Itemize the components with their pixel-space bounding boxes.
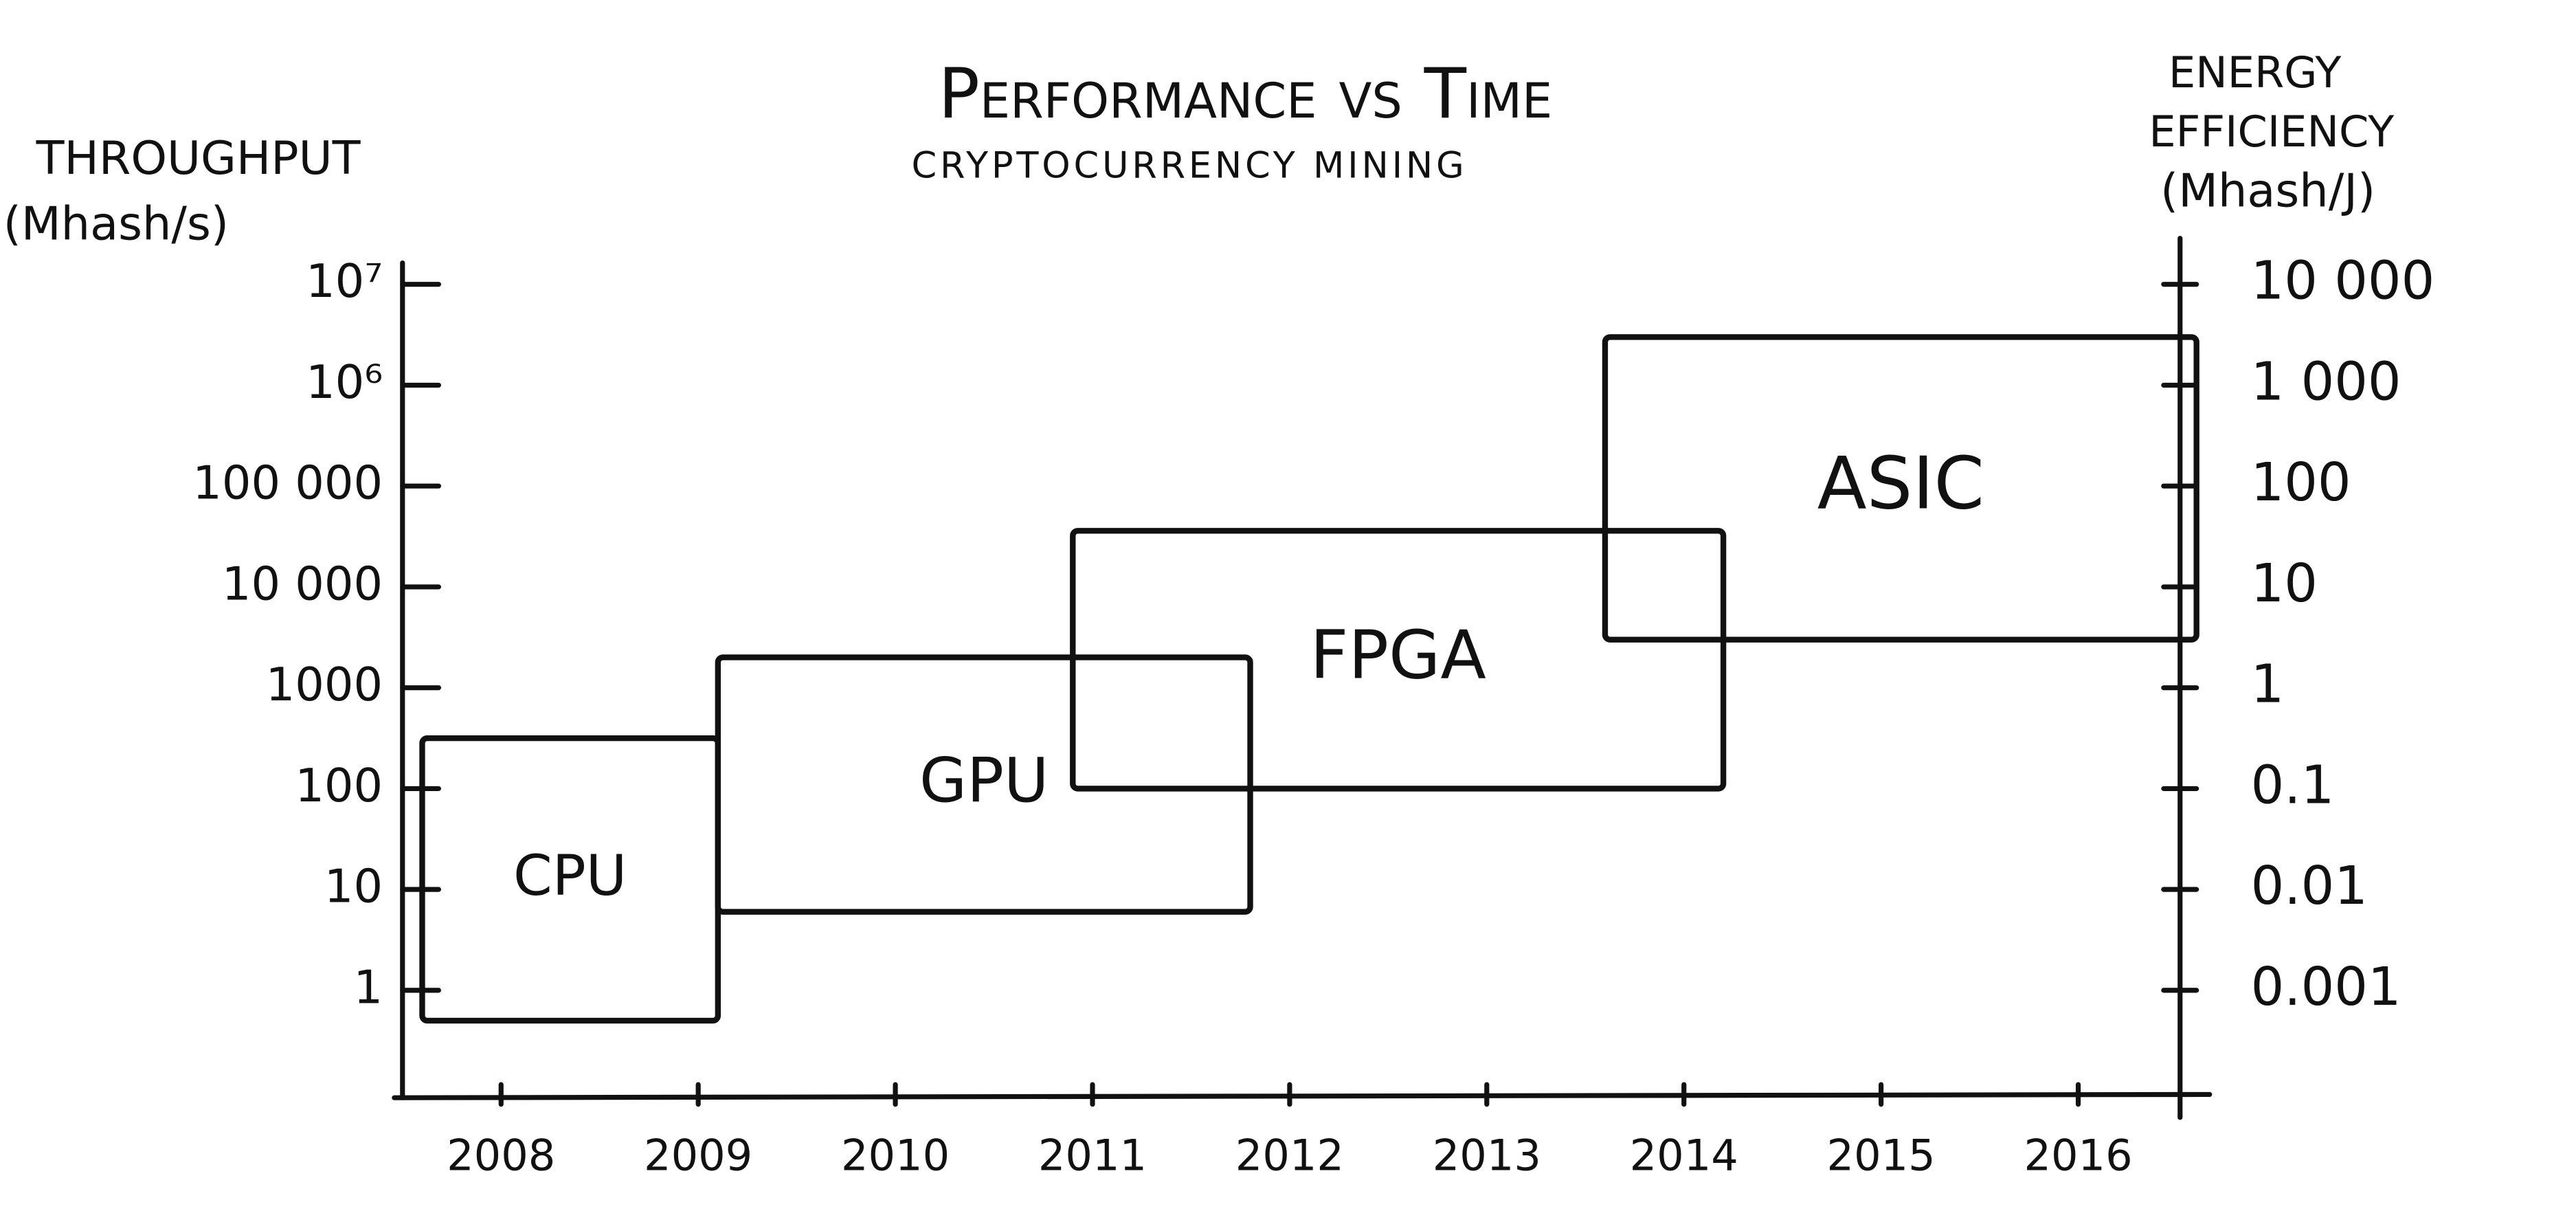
y2-tick-label: 100 xyxy=(2251,452,2351,513)
y-tick-label: 1000 xyxy=(266,658,383,711)
y2-tick-label: 1 000 xyxy=(2251,351,2401,412)
series-label: GPU xyxy=(919,745,1049,816)
x-axis xyxy=(392,1091,2213,1100)
range-box xyxy=(1070,528,1727,792)
y-tick-label: 10 000 xyxy=(222,557,383,610)
y2-axis-label: Efficiency xyxy=(2149,107,2395,157)
chart-subtitle: Cryptocurrency mining xyxy=(912,145,1468,187)
chart-title: Performance vs Time xyxy=(938,54,1552,134)
x-tick-label: 2010 xyxy=(841,1131,950,1181)
y-tick-label: 1 xyxy=(353,960,383,1014)
x-tick-label: 2008 xyxy=(447,1131,555,1181)
y-tick-label: 10⁷ xyxy=(306,254,383,308)
y2-tick-label: 1 xyxy=(2251,654,2285,715)
y-axis-label: Throughput xyxy=(36,131,361,185)
range-box xyxy=(1602,334,2199,643)
x-tick-label: 2015 xyxy=(1827,1131,1936,1181)
y-tick-label: 10 xyxy=(324,860,383,913)
y2-tick-label: 0.01 xyxy=(2251,856,2368,917)
range-box xyxy=(715,654,1253,915)
y-axis-label: (Mhash/s) xyxy=(3,197,229,251)
y2-axis-label: Energy xyxy=(2169,47,2342,98)
series-label: ASIC xyxy=(1817,441,1984,525)
y2-tick-label: 0.1 xyxy=(2251,755,2335,816)
x-tick-label: 2013 xyxy=(1433,1131,1541,1181)
series-label: CPU xyxy=(513,844,627,909)
y-tick-label: 100 xyxy=(295,759,383,812)
series-label: FPGA xyxy=(1310,616,1486,694)
y2-tick-label: 0.001 xyxy=(2251,957,2401,1018)
y2-tick-label: 10 xyxy=(2251,553,2318,614)
y-tick-label: 100 000 xyxy=(192,456,383,510)
x-tick-label: 2012 xyxy=(1235,1131,1344,1181)
y2-tick-label: 10 000 xyxy=(2251,251,2435,312)
x-tick-label: 2016 xyxy=(2024,1131,2132,1181)
x-tick-label: 2009 xyxy=(644,1131,752,1181)
x-tick-label: 2011 xyxy=(1038,1131,1147,1181)
x-tick-label: 2014 xyxy=(1630,1131,1738,1181)
y-tick-label: 10⁶ xyxy=(306,355,383,409)
y2-axis-label: (Mhash/J) xyxy=(2160,164,2375,218)
